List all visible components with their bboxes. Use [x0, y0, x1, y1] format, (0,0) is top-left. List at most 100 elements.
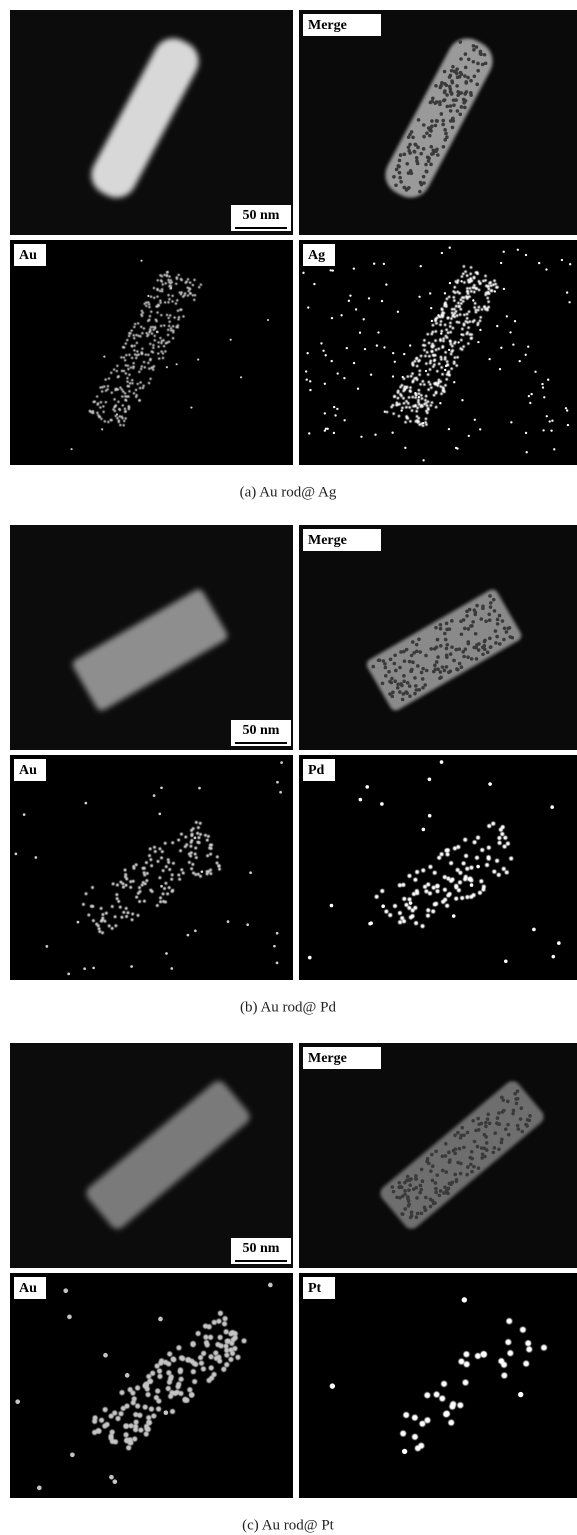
background-dot	[440, 332, 442, 334]
element-dot	[134, 323, 136, 325]
element-dot	[115, 893, 118, 896]
element-dot	[458, 1358, 464, 1364]
merge-dot	[460, 632, 464, 636]
element-dot	[402, 397, 405, 400]
element-dot	[164, 301, 166, 303]
background-dot	[431, 320, 433, 322]
background-dot	[383, 346, 385, 348]
merge-dot	[398, 666, 402, 670]
element-dot	[178, 878, 181, 881]
element-dot	[409, 420, 412, 423]
merge-dot	[466, 640, 470, 644]
element-dot	[187, 294, 189, 296]
background-dot	[322, 350, 324, 352]
merge-dot	[452, 1149, 456, 1153]
element-dot	[470, 266, 473, 269]
merge-dot	[434, 84, 438, 88]
background-dot	[503, 288, 505, 290]
element-dot	[163, 274, 165, 276]
element-dot	[463, 323, 466, 326]
element-dot	[233, 1335, 238, 1340]
element-dot	[210, 844, 213, 847]
element-dot	[413, 878, 417, 882]
element-dot	[148, 382, 150, 384]
scale-label: 50 nm	[243, 723, 280, 738]
panel: 50 nmMergeAuPt(c) Au rod@ Pt	[10, 1043, 577, 1533]
element-dot	[177, 839, 180, 842]
merge-dot	[449, 74, 453, 78]
element-dot	[198, 286, 200, 288]
element-dot	[463, 281, 466, 284]
merge-dot	[431, 1164, 435, 1168]
element-dot	[110, 372, 112, 374]
element-dot	[415, 870, 419, 874]
merge-dot	[501, 1110, 505, 1114]
element-dot	[141, 332, 143, 334]
background-dot	[190, 406, 192, 408]
merge-dot	[458, 662, 462, 666]
background-dot	[519, 360, 521, 362]
merge-dot	[515, 1102, 519, 1106]
element-dot	[173, 316, 175, 318]
merge-dot	[430, 100, 434, 104]
background-dot	[470, 883, 474, 887]
background-dot	[313, 283, 315, 285]
element-dot	[487, 824, 491, 828]
background-dot	[441, 252, 443, 254]
background-dot	[474, 419, 476, 421]
merge-dot	[389, 657, 393, 661]
merge-dot	[429, 647, 433, 651]
merge-dot	[525, 1124, 529, 1128]
element-dot	[111, 927, 114, 930]
element-dot	[162, 869, 165, 872]
element-dot	[108, 377, 110, 379]
merge-dot	[415, 1215, 419, 1219]
merge-dot	[528, 1114, 532, 1118]
element-dot	[419, 383, 422, 386]
element-dot	[153, 846, 156, 849]
merge-dot	[439, 1189, 443, 1193]
element-dot	[96, 395, 98, 397]
element-dot	[207, 870, 210, 873]
merge-dot	[517, 1127, 521, 1131]
background-dot	[479, 428, 481, 430]
background-dot	[334, 414, 336, 416]
merge-dot	[511, 1112, 515, 1116]
element-dot	[488, 292, 491, 295]
merge-dot	[496, 1122, 500, 1126]
element-dot	[208, 1335, 213, 1340]
background-dot	[63, 1288, 68, 1293]
merge-dot	[421, 1179, 425, 1183]
element-dot	[449, 322, 452, 325]
element-dot	[434, 1391, 440, 1397]
element-dot	[142, 385, 144, 387]
merge-dot	[457, 647, 461, 651]
element-dot	[228, 1357, 233, 1362]
element-dot	[152, 326, 154, 328]
background-dot	[444, 303, 446, 305]
element-dot	[469, 273, 472, 276]
element-dot	[449, 325, 452, 328]
merge-dot	[415, 1196, 419, 1200]
element-dot	[132, 867, 135, 870]
element-dot	[138, 886, 141, 889]
merge-dot	[462, 1146, 466, 1150]
merge-dot	[483, 1147, 487, 1151]
element-dot	[168, 298, 170, 300]
background-dot	[392, 352, 394, 354]
merge-dot	[459, 40, 463, 44]
panel-caption: (a) Au rod@ Ag	[240, 484, 337, 500]
merge-dot	[494, 641, 498, 645]
element-dot	[465, 895, 469, 899]
element-dot	[440, 366, 443, 369]
element-dot	[208, 1354, 213, 1359]
background-dot	[510, 421, 512, 423]
element-dot	[431, 909, 435, 913]
element-dot	[164, 842, 167, 845]
element-dot	[133, 1424, 138, 1429]
element-dot	[111, 905, 114, 908]
element-dot	[182, 872, 185, 875]
element-dot	[455, 305, 458, 308]
merge-dot	[456, 109, 460, 113]
merge-dot	[448, 85, 452, 89]
